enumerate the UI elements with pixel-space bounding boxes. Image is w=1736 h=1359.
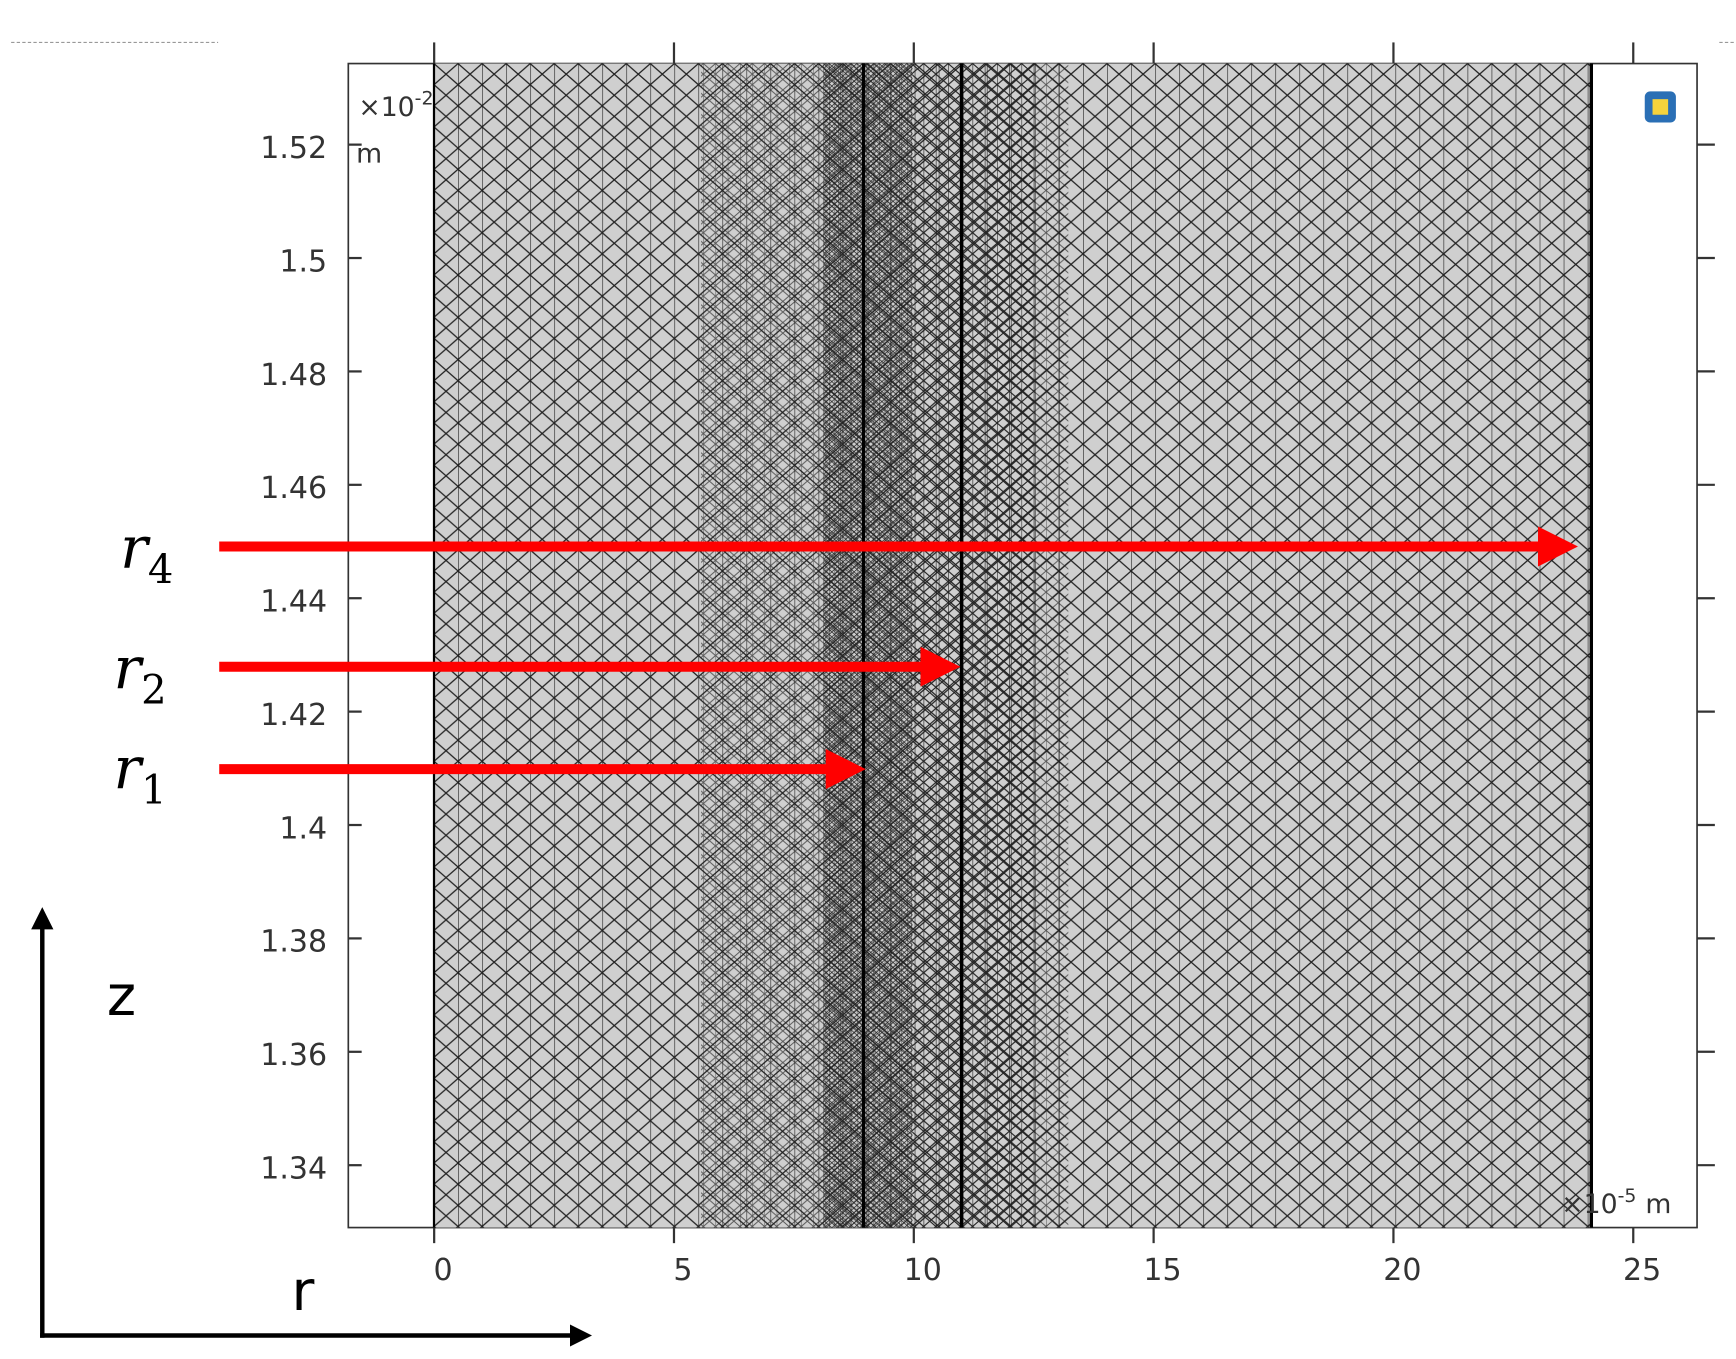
y-tick-label: 1.42 bbox=[260, 698, 327, 733]
x-tick-label: 10 bbox=[904, 1253, 942, 1288]
y-tick-label: 1.34 bbox=[260, 1152, 327, 1187]
x-scale-unit: m bbox=[1645, 1189, 1671, 1220]
x-tick-label: 0 bbox=[434, 1253, 453, 1288]
axis-name: z bbox=[107, 964, 136, 1029]
annotation: r1 bbox=[114, 734, 167, 814]
y-tick-label: 1.38 bbox=[260, 925, 327, 960]
y-tick-label: 1.48 bbox=[260, 358, 327, 393]
annotation-symbol: r bbox=[114, 634, 145, 702]
y-tick-label: 1.52 bbox=[260, 131, 327, 166]
axis-name: r bbox=[292, 1259, 315, 1324]
x-tick-label: 5 bbox=[673, 1253, 692, 1288]
annotation: r2 bbox=[114, 634, 167, 714]
x-tick-label: 25 bbox=[1623, 1253, 1661, 1288]
annotation: r4 bbox=[120, 514, 173, 594]
y-scale-label: ×10-2 bbox=[358, 88, 433, 123]
y-tick-label: 1.5 bbox=[279, 244, 327, 279]
annotation-subscript: 4 bbox=[148, 547, 173, 593]
annotation-subscript: 2 bbox=[141, 667, 166, 713]
x-scale-exponent: -5 bbox=[1618, 1185, 1637, 1207]
annotation-symbol: r bbox=[120, 514, 151, 582]
y-scale-base: ×10 bbox=[358, 92, 414, 123]
logo-icon bbox=[1652, 99, 1669, 115]
y-tick-label: 1.36 bbox=[260, 1038, 327, 1073]
y-scale-unit: m bbox=[356, 139, 382, 170]
annotation-subscript: 1 bbox=[141, 768, 166, 814]
y-tick-label: 1.46 bbox=[260, 471, 327, 506]
y-tick-label: 1.44 bbox=[260, 585, 327, 620]
mesh bbox=[432, 63, 1594, 1228]
x-scale-base: ×10 bbox=[1561, 1189, 1617, 1220]
annotation-symbol: r bbox=[114, 734, 145, 802]
y-scale-exponent: -2 bbox=[415, 88, 434, 110]
x-tick-label: 15 bbox=[1143, 1253, 1181, 1288]
x-tick-label: 20 bbox=[1383, 1253, 1421, 1288]
x-scale-label: ×10-5 m bbox=[1561, 1185, 1671, 1220]
y-tick-label: 1.4 bbox=[279, 811, 327, 846]
